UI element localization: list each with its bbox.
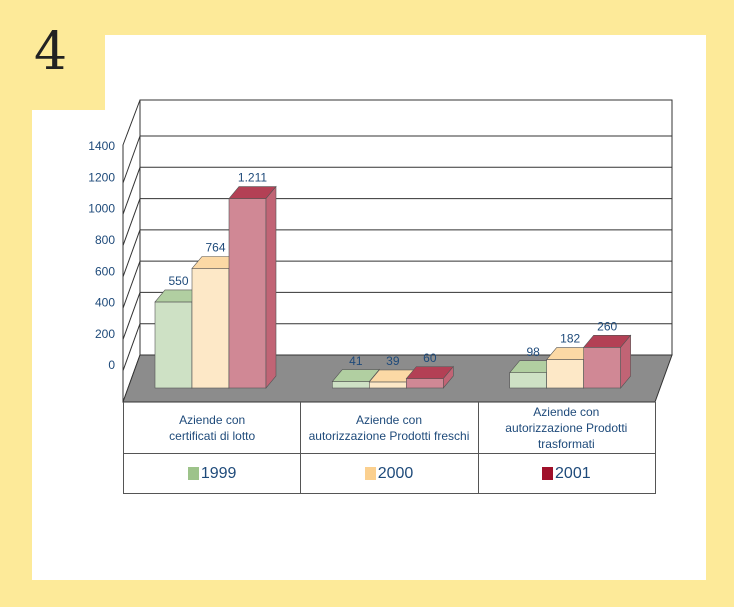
category-cell: Aziende con autorizzazione Prodotti tras… (477, 402, 656, 454)
value-label: 98 (526, 345, 540, 359)
legend-label: 1999 (200, 464, 237, 482)
legend-swatch (364, 467, 376, 480)
bar-front (191, 268, 230, 389)
legend-swatch (542, 467, 554, 480)
value-label: 260 (597, 320, 617, 334)
grid-line (122, 323, 141, 371)
legend-swatch (187, 467, 199, 480)
legend-label: 2000 (377, 464, 414, 482)
bar-front (509, 372, 547, 389)
value-label: 60 (423, 351, 437, 365)
bar-front (332, 381, 370, 389)
value-label: 1.211 (238, 171, 267, 185)
bar-front (228, 198, 267, 389)
value-label: 182 (560, 332, 580, 346)
bar-side (443, 365, 454, 389)
bar-front (583, 347, 621, 389)
legend-cell: 1999 (123, 454, 302, 494)
y-tick-label: 400 (95, 296, 115, 310)
grid-line (122, 292, 141, 340)
legend-cell: 2000 (300, 454, 479, 494)
y-tick-label: 800 (95, 233, 115, 247)
badge: 4 (0, 0, 105, 110)
bar-front (546, 359, 584, 389)
value-label: 764 (205, 241, 225, 255)
category-cell: Aziende con certificati di lotto (123, 402, 302, 454)
y-tick-label: 1400 (88, 139, 115, 153)
grid-line (122, 198, 141, 246)
y-tick-label: 0 (108, 358, 115, 372)
y-tick-label: 600 (95, 264, 115, 278)
left-wall (122, 99, 141, 403)
badge-number: 4 (34, 22, 68, 82)
grid-line (122, 135, 141, 184)
bar-side (620, 334, 631, 389)
y-tick-label: 1200 (88, 170, 115, 184)
grid-line (122, 167, 141, 215)
legend-label: 2001 (555, 464, 591, 482)
grid-line (122, 229, 141, 278)
y-tick-label: 1000 (88, 202, 115, 216)
bar-front (369, 381, 407, 389)
y-tick-label: 200 (95, 327, 115, 341)
legend-cell: 2001 (477, 454, 656, 494)
bar-side (265, 185, 277, 389)
value-label: 550 (168, 274, 188, 288)
value-label: 39 (386, 354, 400, 368)
value-label: 41 (349, 354, 363, 368)
category-cell: Aziende con autorizzazione Prodotti fres… (300, 402, 479, 454)
bar-front (406, 378, 444, 389)
bar-front (154, 301, 193, 389)
grid-line (122, 260, 141, 309)
